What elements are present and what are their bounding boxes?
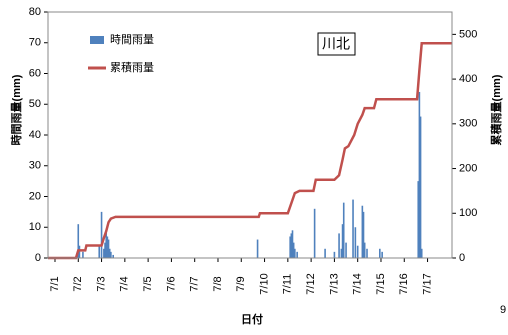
legend-label: 時間雨量: [110, 33, 154, 46]
y-tick-label: 60: [29, 67, 41, 79]
x-tick-label: 7/12: [305, 273, 317, 294]
bar: [379, 248, 381, 258]
bar: [340, 248, 343, 258]
bar: [381, 251, 383, 258]
cumulative-line: [48, 42, 452, 260]
y-axis-label: 時間雨量(mm): [9, 74, 23, 145]
bar: [294, 248, 296, 258]
bar: [290, 233, 293, 258]
bar: [342, 202, 345, 258]
bar: [98, 245, 101, 258]
y-tick-label: 20: [29, 190, 41, 202]
y-tick-label: 10: [29, 221, 41, 233]
x-tick-label: 7/10: [258, 273, 270, 294]
x-tick-label: 7/17: [421, 273, 433, 294]
bar: [418, 91, 421, 258]
bar: [105, 230, 108, 258]
x-tick-label: 7/15: [375, 273, 387, 294]
y2-axis-label: 累積雨量(mm): [489, 74, 503, 145]
bar: [356, 245, 359, 258]
bar: [338, 233, 340, 258]
bar: [419, 116, 422, 258]
bar: [104, 242, 106, 258]
bar: [362, 211, 365, 258]
x-axis-label: 日付: [241, 312, 263, 326]
bar: [292, 242, 295, 258]
y-tick-label: 50: [29, 98, 41, 110]
bar: [108, 248, 111, 258]
y2-tick-label: 400: [459, 73, 477, 85]
bar: [296, 251, 298, 258]
bar: [352, 199, 354, 258]
legend-label: 累積雨量: [110, 60, 154, 74]
y2-tick-label: 200: [459, 162, 477, 174]
x-tick-label: 7/3: [95, 276, 107, 291]
annotation: 川北: [322, 36, 350, 52]
bar: [256, 239, 259, 258]
bar: [363, 242, 366, 258]
bar: [361, 205, 364, 258]
corner-text: 9: [500, 304, 506, 316]
bar: [341, 224, 344, 258]
bar: [313, 208, 316, 258]
y-tick-label: 70: [29, 37, 41, 49]
bar: [366, 248, 368, 258]
x-tick-label: 7/8: [212, 276, 224, 291]
x-tick-label: 7/16: [398, 273, 410, 294]
y2-tick-label: 300: [459, 118, 477, 130]
x-tick-label: 7/11: [282, 274, 294, 295]
bar: [106, 236, 109, 258]
y2-tick-label: 500: [459, 28, 477, 40]
y-tick-label: 30: [29, 160, 41, 172]
x-tick-label: 7/4: [119, 276, 131, 291]
y2-tick-label: 0: [459, 252, 465, 264]
x-tick-label: 7/5: [142, 276, 154, 291]
x-tick-label: 7/2: [72, 276, 84, 291]
bar: [82, 251, 84, 258]
bar: [103, 248, 105, 258]
x-tick-label: 7/9: [235, 276, 247, 291]
annotation-box: [317, 32, 356, 56]
y-tick-label: 0: [35, 252, 41, 264]
bar: [324, 248, 326, 258]
x-tick-label: 7/1: [49, 276, 61, 291]
bar: [107, 239, 110, 258]
bar: [333, 251, 336, 258]
bar: [77, 224, 80, 258]
y2-tick-label: 100: [459, 207, 477, 219]
bar: [291, 230, 294, 258]
y-tick-label: 40: [29, 129, 41, 141]
bar: [100, 211, 103, 258]
x-tick-label: 7/13: [328, 273, 340, 294]
plot-frame: [47, 11, 453, 259]
bar: [345, 242, 347, 258]
bar: [289, 236, 291, 258]
x-tick-label: 7/14: [352, 273, 364, 294]
x-tick-label: 7/7: [189, 276, 201, 291]
bar: [354, 227, 357, 258]
bar: [420, 248, 423, 258]
y-tick-label: 80: [29, 6, 41, 18]
bar: [110, 251, 112, 258]
bar: [78, 245, 81, 258]
legend-swatch: [90, 36, 104, 44]
x-tick-label: 7/6: [165, 276, 177, 291]
bar: [112, 254, 114, 258]
bar: [417, 181, 420, 258]
